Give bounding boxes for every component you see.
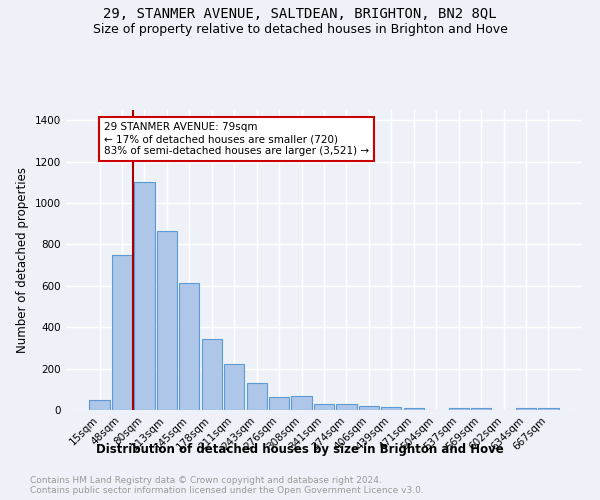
- Text: Distribution of detached houses by size in Brighton and Hove: Distribution of detached houses by size …: [96, 442, 504, 456]
- Bar: [516, 408, 536, 410]
- Bar: [247, 383, 267, 410]
- Bar: [471, 408, 491, 410]
- Bar: [224, 364, 244, 410]
- Bar: [359, 406, 379, 410]
- Bar: [314, 404, 334, 410]
- Y-axis label: Number of detached properties: Number of detached properties: [16, 167, 29, 353]
- Bar: [89, 400, 110, 410]
- Bar: [538, 408, 559, 410]
- Bar: [157, 231, 177, 410]
- Bar: [404, 408, 424, 410]
- Bar: [292, 396, 311, 410]
- Bar: [202, 338, 222, 410]
- Bar: [449, 408, 469, 410]
- Bar: [134, 182, 155, 410]
- Text: 29 STANMER AVENUE: 79sqm
← 17% of detached houses are smaller (720)
83% of semi-: 29 STANMER AVENUE: 79sqm ← 17% of detach…: [104, 122, 369, 156]
- Bar: [381, 407, 401, 410]
- Bar: [269, 396, 289, 410]
- Bar: [179, 283, 199, 410]
- Text: Size of property relative to detached houses in Brighton and Hove: Size of property relative to detached ho…: [92, 22, 508, 36]
- Text: Contains HM Land Registry data © Crown copyright and database right 2024.
Contai: Contains HM Land Registry data © Crown c…: [30, 476, 424, 495]
- Text: 29, STANMER AVENUE, SALTDEAN, BRIGHTON, BN2 8QL: 29, STANMER AVENUE, SALTDEAN, BRIGHTON, …: [103, 8, 497, 22]
- Bar: [337, 404, 356, 410]
- Bar: [112, 255, 132, 410]
